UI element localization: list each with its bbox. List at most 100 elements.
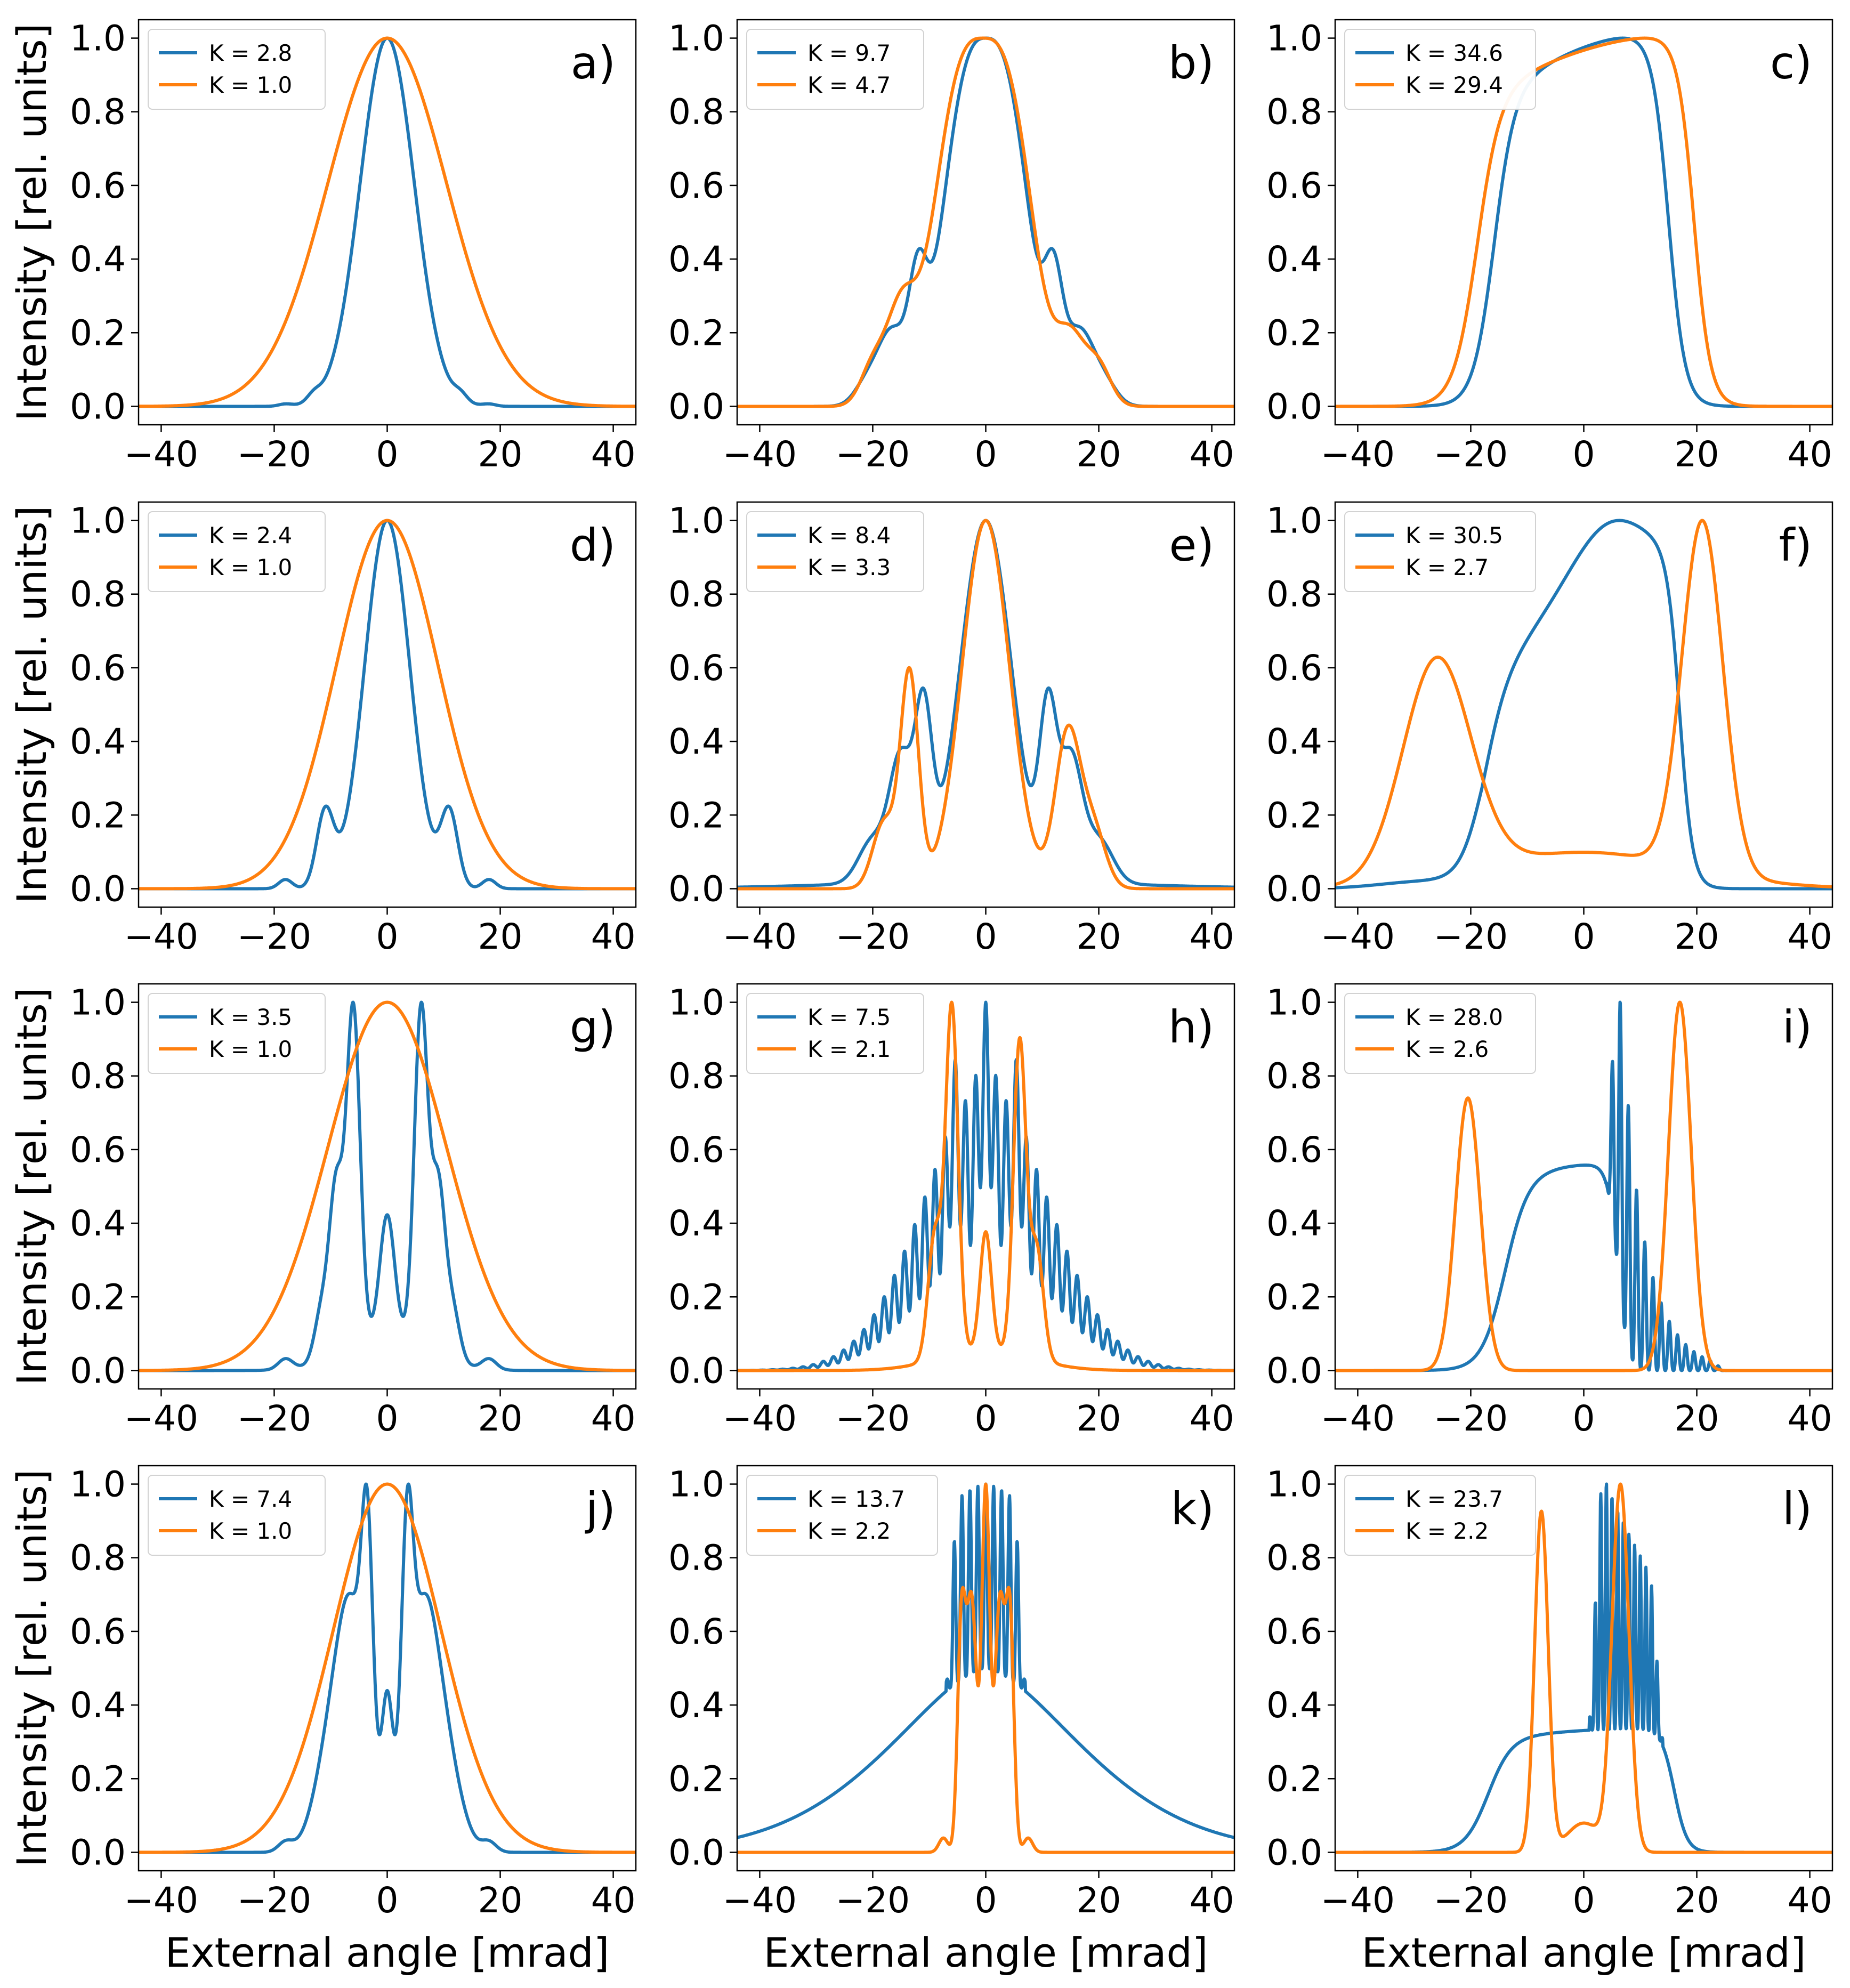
legend: K = 7.4 K = 1.0 (148, 1475, 326, 1556)
y-tick-label: 1.0 (1266, 500, 1322, 542)
y-tick-label: 0.0 (1266, 386, 1322, 427)
y-tick-label: 0.4 (668, 1685, 724, 1726)
x-tick-label: 20 (1675, 916, 1719, 957)
legend-entry-2: K = 2.6 (1405, 1036, 1489, 1062)
panel-k: −40 −20 0 20 400.00.20.40.60.81.0 k)K = 13.7K… (668, 1464, 1235, 1921)
x-axis-label: External angle [mrad] (764, 1929, 1208, 1976)
legend: K = 8.4 K = 3.3 (746, 511, 924, 592)
legend-entry-1: K = 2.8 (209, 40, 292, 66)
series-line-2 (737, 1482, 1234, 1854)
series-line-2 (1335, 36, 1832, 408)
y-tick-label: 0.6 (1266, 648, 1322, 689)
panel-l: −40 −20 0 20 400.00.20.40.60.81.0 l)K = 23.7K… (1266, 1464, 1833, 1921)
y-tick-label: 1.0 (668, 18, 724, 59)
y-tick-label: 0.6 (1266, 1129, 1322, 1170)
x-tick-label: 20 (478, 434, 523, 475)
y-tick-label: 0.6 (1266, 1611, 1322, 1652)
x-tick-label: −40 (124, 434, 198, 475)
panel-label: e) (1169, 519, 1214, 571)
y-tick-label: 0.4 (668, 721, 724, 762)
panel-g: −40 −20 0 20 400.00.20.40.60.81.0 g)K = 3.5K … (70, 982, 637, 1439)
x-tick-label: 40 (591, 1880, 636, 1921)
panel-label: k) (1171, 1483, 1214, 1535)
y-tick-label: 0.0 (70, 1832, 126, 1873)
y-tick-label: 0.8 (668, 1538, 724, 1579)
y-tick-label: 0.6 (668, 1611, 724, 1652)
x-tick-label: 40 (1788, 1880, 1832, 1921)
y-tick-label: 0.0 (668, 868, 724, 909)
x-tick-label: 40 (591, 1398, 636, 1439)
y-tick-label: 0.4 (1266, 1203, 1322, 1244)
series-line-2 (139, 1000, 636, 1372)
y-tick-label: 0.0 (1266, 868, 1322, 909)
legend: K = 34.6 K = 29.4 (1344, 29, 1536, 110)
x-tick-label: −20 (237, 1880, 311, 1921)
x-tick-label: 20 (1077, 1398, 1121, 1439)
x-tick-label: 20 (1675, 434, 1719, 475)
panel-label: d) (570, 519, 616, 571)
legend-entry-1: K = 9.7 (807, 40, 891, 66)
y-tick-label: 0.8 (668, 574, 724, 615)
x-tick-label: 0 (975, 1398, 997, 1439)
x-tick-label: 40 (591, 434, 636, 475)
x-tick-label: −40 (1321, 916, 1395, 957)
x-tick-label: 0 (975, 916, 997, 957)
x-tick-label: −20 (1434, 1880, 1508, 1921)
y-tick-label: 0.8 (1266, 1056, 1322, 1097)
legend: K = 13.7 K = 2.2 (746, 1475, 938, 1556)
x-tick-label: −40 (1321, 1398, 1395, 1439)
y-tick-label: 0.2 (1266, 1276, 1322, 1318)
y-tick-label: 0.8 (70, 92, 126, 133)
legend-entry-2: K = 3.3 (807, 554, 891, 580)
y-tick-label: 0.6 (668, 165, 724, 206)
y-tick-label: 0.8 (70, 574, 126, 615)
y-tick-label: 1.0 (668, 500, 724, 542)
y-tick-label: 0.4 (1266, 1685, 1322, 1726)
legend-entry-2: K = 4.7 (807, 72, 891, 98)
x-tick-label: 20 (1077, 916, 1121, 957)
series-line-1 (139, 1482, 636, 1854)
x-tick-label: 40 (1190, 1398, 1234, 1439)
x-tick-label: 0 (376, 1398, 399, 1439)
y-tick-label: 0.8 (1266, 574, 1322, 615)
y-tick-label: 0.8 (70, 1056, 126, 1097)
panel-label: h) (1168, 1001, 1214, 1053)
series-line-2 (1335, 519, 1832, 888)
y-axis-label: Intensity [rel. units] (8, 23, 55, 422)
x-tick-label: 0 (376, 434, 399, 475)
y-tick-label: 1.0 (70, 1464, 126, 1505)
series-line-2 (139, 1482, 636, 1854)
legend-box (148, 993, 326, 1074)
x-tick-label: −40 (1321, 434, 1395, 475)
legend-entry-1: K = 7.5 (807, 1004, 891, 1030)
y-tick-label: 1.0 (1266, 1464, 1322, 1505)
y-tick-label: 0.0 (70, 868, 126, 909)
y-tick-label: 0.2 (70, 1758, 126, 1799)
y-tick-label: 0.4 (1266, 721, 1322, 762)
x-tick-label: −20 (836, 1398, 910, 1439)
panel-f: −40 −20 0 20 400.00.20.40.60.81.0 f)K = 30.5K… (1266, 500, 1833, 957)
y-tick-label: 0.6 (70, 165, 126, 206)
x-tick-label: 0 (376, 1880, 399, 1921)
x-tick-label: −20 (836, 1880, 910, 1921)
y-tick-label: 0.2 (668, 1276, 724, 1318)
y-tick-label: 1.0 (70, 18, 126, 59)
legend: K = 3.5 K = 1.0 (148, 993, 326, 1074)
y-tick-label: 0.4 (70, 239, 126, 280)
y-tick-label: 0.6 (70, 1611, 126, 1652)
legend-entry-2: K = 29.4 (1405, 72, 1503, 98)
x-tick-label: 40 (1190, 916, 1234, 957)
panel-i: −40 −20 0 20 400.00.20.40.60.81.0 i)K = 28.0K… (1266, 982, 1833, 1439)
x-tick-label: 40 (1190, 1880, 1234, 1921)
y-tick-label: 0.0 (668, 1832, 724, 1873)
panel-label: f) (1779, 519, 1812, 571)
legend-box (148, 29, 326, 110)
x-tick-label: 20 (478, 916, 523, 957)
y-tick-label: 1.0 (668, 982, 724, 1023)
x-axis-label: External angle [mrad] (1362, 1929, 1806, 1976)
x-tick-label: −40 (723, 916, 797, 957)
x-tick-label: −20 (1434, 434, 1508, 475)
y-tick-label: 0.6 (668, 648, 724, 689)
y-tick-label: 0.0 (70, 386, 126, 427)
x-tick-label: −20 (237, 916, 311, 957)
